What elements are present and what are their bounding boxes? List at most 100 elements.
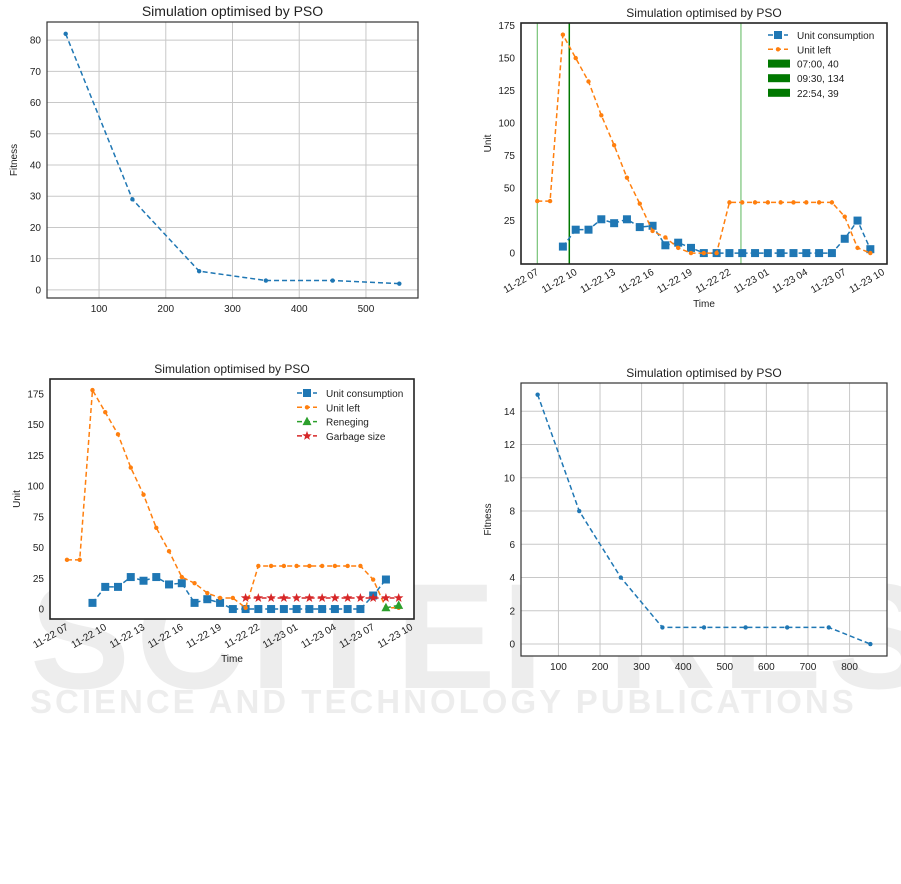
y-tick-label: 80 [30, 36, 42, 47]
data-point [701, 250, 707, 256]
data-point [291, 593, 302, 602]
plot-area [521, 23, 887, 264]
x-tick-label: 100 [550, 662, 567, 673]
data-point [535, 198, 540, 204]
x-tick-label: 11-22 07 [31, 622, 70, 651]
data-point [294, 563, 299, 569]
data-point [330, 593, 340, 602]
data-point [154, 525, 159, 531]
data-point [192, 581, 197, 586]
y-tick-label: 70 [30, 67, 42, 78]
y-tick-label: 10 [30, 254, 42, 265]
axes-frame [520, 382, 888, 657]
legend: Unit consumption Unit left Reneging Garbage… [297, 389, 403, 443]
y-axis-label: Unit [483, 134, 494, 152]
series-fitness [63, 31, 402, 286]
data-point [547, 198, 553, 204]
data-point [571, 225, 580, 234]
data-point [661, 241, 670, 250]
data-point [90, 387, 95, 393]
y-tick-label: 14 [504, 407, 516, 418]
y-tick-label: 125 [498, 86, 515, 97]
y-tick-label: 50 [504, 184, 516, 195]
data-point [743, 625, 748, 630]
x-tick-label: 11-23 10 [376, 622, 415, 651]
data-point [279, 605, 288, 614]
data-point [101, 582, 110, 591]
data-point [765, 200, 771, 205]
series-line [66, 387, 399, 610]
data-point [686, 243, 695, 252]
data-point [356, 605, 365, 614]
data-point [332, 563, 338, 569]
data-point [840, 234, 849, 243]
chart-4: 0 2 4 6 8 10 12 14 100 200 300 400 500 600 700 800 Simul… [483, 366, 888, 673]
data-point [64, 557, 70, 563]
data-point [829, 200, 835, 205]
x-tick-label: 200 [592, 662, 609, 673]
axes-frame [46, 21, 419, 299]
data-point [368, 593, 378, 602]
y-tick-label: 125 [27, 451, 44, 462]
series-unit-left [64, 387, 401, 611]
y-tick-label: 175 [27, 389, 44, 400]
data-point [868, 641, 873, 647]
data-point [560, 32, 566, 37]
y-axis-label: Fitness [9, 144, 20, 176]
series-line [64, 33, 400, 285]
data-point [115, 432, 121, 437]
legend-label: 07:00, 40 [797, 60, 839, 71]
data-point [599, 113, 604, 118]
x-tick-label: 300 [224, 304, 241, 315]
x-tick-label: 11-22 19 [655, 267, 694, 296]
data-point [816, 200, 822, 205]
legend-marker [774, 31, 782, 39]
series-line [537, 32, 871, 254]
data-point [381, 593, 391, 602]
y-tick-label: 4 [509, 573, 515, 584]
data-point [622, 215, 631, 224]
axes-frame [49, 378, 415, 620]
data-point [381, 575, 390, 584]
x-tick-label: 11-23 04 [771, 267, 810, 296]
data-point [307, 563, 312, 569]
x-tick-label: 11-23 07 [809, 267, 848, 296]
y-tick-label: 0 [35, 285, 41, 296]
data-point [355, 593, 366, 602]
x-tick-label: 11-22 13 [579, 267, 618, 296]
data-point [597, 215, 606, 224]
data-point [752, 200, 758, 205]
y-tick-label: 150 [27, 420, 44, 431]
data-point [842, 214, 847, 219]
data-point [868, 250, 873, 256]
data-point [738, 249, 747, 258]
data-point [784, 625, 790, 630]
data-point [330, 278, 335, 283]
data-point [804, 200, 809, 205]
data-point [727, 200, 732, 205]
data-point [637, 201, 642, 206]
data-point [776, 249, 785, 258]
x-tick-label: 11-22 10 [540, 267, 579, 296]
legend-marker [302, 416, 312, 426]
y-tick-label: 0 [509, 640, 515, 651]
legend-marker [304, 405, 310, 410]
y-tick-label: 100 [498, 119, 515, 130]
x-tick-label: 500 [358, 304, 375, 315]
x-tick-label: 11-22 13 [108, 622, 147, 651]
data-point [826, 625, 831, 630]
x-tick-label: 11-23 10 [848, 267, 887, 296]
data-point [217, 595, 223, 601]
x-tick-label: 11-22 10 [70, 622, 109, 651]
y-tick-label: 6 [509, 540, 515, 551]
data-point [393, 593, 404, 602]
data-point [394, 600, 404, 609]
data-point [789, 249, 798, 258]
data-point [203, 595, 212, 604]
plot-area [50, 379, 414, 619]
y-tick-label: 50 [30, 129, 42, 140]
y-tick-label: 25 [33, 574, 45, 585]
x-tick-label: 11-22 19 [185, 622, 224, 651]
data-point [397, 281, 402, 286]
